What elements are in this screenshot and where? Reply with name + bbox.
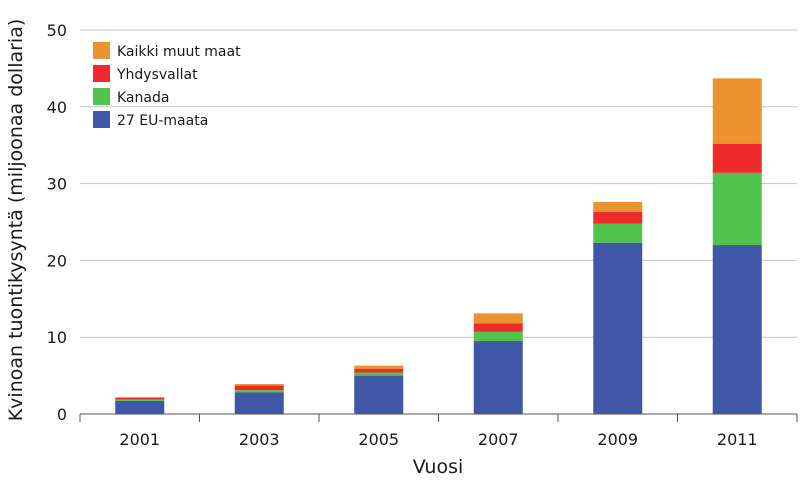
legend-label: Kaikki muut maat	[117, 44, 241, 60]
y-tick-label: 10	[47, 328, 67, 347]
bar-segment	[234, 390, 284, 393]
bar-segment	[473, 331, 523, 342]
bar-segment	[473, 323, 523, 332]
gridlines	[80, 29, 797, 338]
y-tick-label: 0	[57, 405, 67, 424]
bar-segment	[712, 245, 762, 414]
y-tick-label: 20	[47, 251, 67, 270]
y-tick-labels: 0 10 20 30 40 50	[47, 21, 67, 424]
y-tick-label: 30	[47, 175, 67, 194]
x-tick-label: 2007	[478, 430, 519, 449]
x-tick-labels: 2001 2003 2005 2007 2009 2011	[119, 430, 757, 449]
bar-segment	[473, 313, 523, 324]
legend-label: 27 EU-maata	[117, 113, 208, 129]
x-tick-label: 2003	[239, 430, 280, 449]
bar-segment	[473, 341, 523, 414]
legend-swatch	[93, 42, 110, 59]
legend-swatch	[93, 111, 110, 128]
bars	[115, 78, 762, 414]
bar-segment	[115, 397, 165, 400]
bar-segment	[593, 223, 643, 243]
legend: Kaikki muut maat Yhdysvallat Kanada 27 EU-m…	[93, 42, 241, 129]
bar-segment	[354, 375, 404, 414]
bar-segment	[712, 143, 762, 173]
y-tick-label: 50	[47, 21, 67, 40]
bar-segment	[593, 212, 643, 224]
bar-segment	[115, 397, 165, 398]
bar-segment	[712, 172, 762, 246]
x-tick-label: 2005	[358, 430, 399, 449]
legend-swatch	[93, 65, 110, 82]
legend-swatch	[93, 88, 110, 105]
bar-segment	[593, 242, 643, 414]
bar-segment	[354, 365, 404, 369]
bar-segment	[115, 400, 165, 414]
x-tick-label: 2009	[597, 430, 638, 449]
x-axis-title: Vuosi	[413, 456, 464, 478]
legend-label: Yhdysvallat	[116, 67, 198, 83]
bar-segment	[593, 202, 643, 213]
bar-segment	[234, 392, 284, 414]
axes	[79, 413, 798, 422]
legend-label: Kanada	[117, 90, 169, 106]
bar-segment	[234, 385, 284, 391]
y-axis-title: Kvinoan tuontikysyntä (miljoonaa dollari…	[5, 19, 27, 422]
bar-segment	[115, 399, 165, 401]
x-tick-label: 2011	[717, 430, 758, 449]
bar-segment	[712, 78, 762, 144]
bar-segment	[354, 368, 404, 373]
x-tick-label: 2001	[119, 430, 160, 449]
bar-segment	[234, 384, 284, 386]
y-tick-label: 40	[47, 98, 67, 117]
bar-segment	[354, 372, 404, 376]
